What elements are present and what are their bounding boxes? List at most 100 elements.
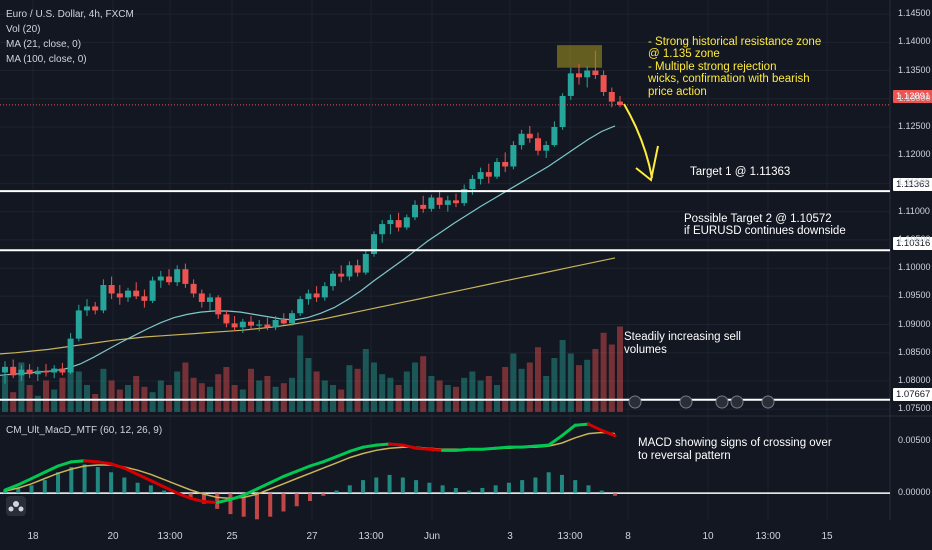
price-axis-tick-label: 1.07500 xyxy=(898,403,931,414)
volume-bar xyxy=(75,371,82,412)
volume-bar xyxy=(157,380,164,412)
price-axis-tick-label: 1.09000 xyxy=(898,318,931,329)
macd-histogram-bar xyxy=(361,480,366,494)
price-axis-tick-label: 1.11500 xyxy=(898,177,930,188)
volume-bar xyxy=(166,385,172,412)
tradingview-logo[interactable] xyxy=(6,496,26,516)
price-axis-tick-label: 1.14500 xyxy=(898,8,931,19)
candle-body xyxy=(510,145,517,167)
ma100-legend: MA (100, close, 0) xyxy=(6,54,87,65)
macd-histogram-bar xyxy=(613,493,617,496)
volume-bar xyxy=(18,362,25,412)
macd-line-segment xyxy=(401,443,418,450)
volume-bar xyxy=(600,332,607,412)
candle-body xyxy=(346,265,353,277)
macd-line-segment xyxy=(308,460,325,468)
volume-bar xyxy=(174,371,181,412)
candle-body xyxy=(248,321,254,326)
candle-body xyxy=(395,220,402,228)
macd-histogram-bar xyxy=(308,493,312,502)
volume-bar xyxy=(34,395,41,412)
price-axis-tick-label: 1.12000 xyxy=(898,149,931,160)
volume-bar xyxy=(231,385,238,412)
volume-bar xyxy=(198,383,205,412)
candle-body xyxy=(617,101,623,105)
volume-bar xyxy=(67,356,74,412)
candle-body xyxy=(387,220,394,225)
time-axis-tick-label: 13:00 xyxy=(755,531,781,542)
level3-price-tag: 1.07667 xyxy=(893,388,932,401)
time-axis-tick-label: 8 xyxy=(625,531,631,542)
candle-body xyxy=(116,293,123,298)
macd-line-segment xyxy=(414,446,431,451)
candle-body xyxy=(321,286,328,298)
volume-bar xyxy=(551,358,558,412)
volume-bar xyxy=(477,380,484,412)
macd-line-segment xyxy=(454,447,471,452)
volume-bar xyxy=(84,385,90,412)
macd-line-segment xyxy=(109,462,126,470)
macd-line-segment xyxy=(374,442,392,447)
candle-body xyxy=(567,73,574,96)
candle-body xyxy=(362,253,369,273)
macd-histogram-bar xyxy=(122,477,127,494)
target2-note-line-2: if EURUSD continues downside xyxy=(684,225,846,237)
volume-bar xyxy=(559,340,566,412)
macd-histogram-bar xyxy=(387,474,392,494)
macd-histogram-bar xyxy=(254,493,259,520)
macd-line-segment xyxy=(533,443,551,448)
candle-body xyxy=(174,269,181,283)
volume-bar xyxy=(321,380,328,412)
volume-legend: Vol (20) xyxy=(6,24,41,35)
resistance-note-line-2: @ 1.135 zone xyxy=(648,48,720,60)
macd-histogram-bar xyxy=(16,487,21,494)
macd-histogram-bar xyxy=(599,490,604,494)
candle-body xyxy=(453,200,459,204)
volume-bar xyxy=(100,368,107,412)
candle-body xyxy=(75,310,82,339)
macd-line-segment xyxy=(361,443,378,449)
logo-icon xyxy=(8,501,24,512)
candle-body xyxy=(535,138,541,151)
macd-note-line-2: to reversal pattern xyxy=(638,450,731,462)
macd-histogram-bar xyxy=(546,472,551,494)
level2-price-tag: 1.10316 xyxy=(893,237,932,250)
candle-body xyxy=(239,321,246,328)
macd-histogram-bar xyxy=(321,493,326,496)
candle-body xyxy=(289,313,295,324)
macd-histogram-bar xyxy=(201,493,206,504)
price-axis-tick-label: 1.10500 xyxy=(898,233,931,244)
volume-bar xyxy=(346,365,353,412)
macd-line-segment xyxy=(494,445,511,450)
volume-bar xyxy=(92,394,99,412)
volume-bar xyxy=(215,374,222,412)
candle-body xyxy=(18,369,25,376)
time-axis-tick-label: Jun xyxy=(423,531,441,542)
candle-body xyxy=(403,217,410,228)
volume-bar xyxy=(412,362,418,412)
macd-histogram-bar xyxy=(493,485,498,494)
time-axis-tick-label: 10 xyxy=(702,531,714,542)
candle-body xyxy=(338,273,345,277)
macd-line-segment xyxy=(520,444,537,449)
volume-bar xyxy=(26,385,33,412)
candle-body xyxy=(67,338,74,373)
volume-bar xyxy=(223,367,230,412)
time-axis-tick-label: 20 xyxy=(107,531,119,542)
volume-bar xyxy=(305,358,312,412)
macd-histogram-bar xyxy=(162,490,167,494)
level1-price-tag: 1.11363 xyxy=(893,178,932,191)
event-marker-icon xyxy=(715,395,729,409)
candle-body xyxy=(141,296,148,301)
macd-line-segment xyxy=(162,485,179,495)
volume-bar xyxy=(535,347,541,412)
macd-histogram-bar xyxy=(82,464,87,494)
macd-histogram-bar xyxy=(241,493,246,517)
volume-bar xyxy=(256,380,263,412)
macd-line-segment xyxy=(600,428,617,438)
macd-line-segment xyxy=(215,497,232,505)
candle-body xyxy=(157,276,164,281)
candle-body xyxy=(2,366,8,373)
price-axis-tick-label: 1.13000 xyxy=(898,92,931,103)
